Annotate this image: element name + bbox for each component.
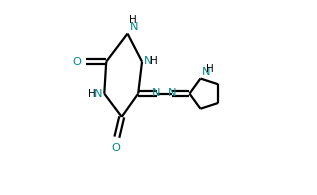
Text: N: N [201, 67, 210, 77]
Text: N: N [130, 22, 138, 32]
Text: N: N [144, 56, 152, 66]
Text: H: H [88, 89, 96, 99]
Text: H: H [150, 56, 158, 66]
Text: O: O [112, 143, 120, 153]
Text: H: H [129, 15, 137, 26]
Text: N: N [152, 88, 161, 98]
Text: N: N [168, 88, 176, 98]
Text: H: H [206, 64, 214, 74]
Text: O: O [73, 57, 82, 67]
Text: N: N [94, 89, 102, 99]
